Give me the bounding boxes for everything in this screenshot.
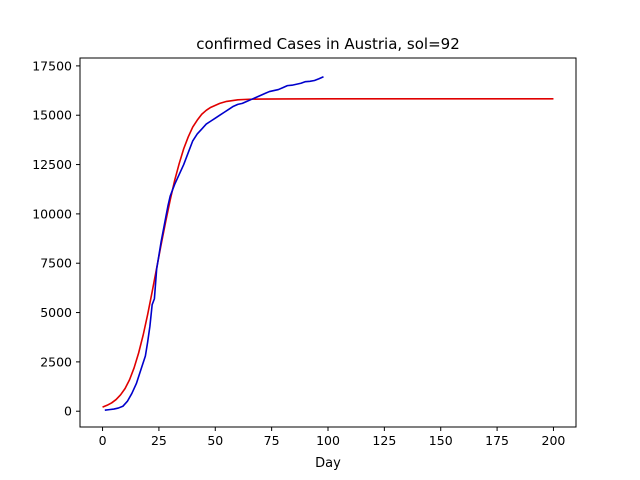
series-line-0 [102,98,554,408]
x-tick-label: 50 [207,433,223,448]
y-axis: 0 2500 5000 7500 10000 12500 15000 17500 [32,58,80,419]
x-axis-label: Day [315,456,341,471]
x-tick-label: 125 [372,433,396,448]
y-tick-label: 2500 [40,354,72,369]
x-tick-label: 25 [151,433,167,448]
y-tick-label: 12500 [32,157,72,172]
x-tick-label: 175 [485,433,509,448]
series-line-1 [104,76,324,412]
y-tick-label: 0 [64,404,72,419]
y-tick-label: 17500 [32,58,72,73]
y-tick-label: 10000 [32,206,72,221]
x-tick-label: 75 [264,433,280,448]
y-tick-label: 15000 [32,108,72,123]
x-tick-label: 200 [542,433,566,448]
x-tick-label: 0 [99,433,107,448]
x-tick-label: 100 [316,433,340,448]
plot-area [102,76,554,412]
x-axis: 0 25 50 75 100 125 150 175 200 [99,427,566,448]
x-tick-label: 150 [429,433,453,448]
y-tick-label: 5000 [40,305,72,320]
chart-title: confirmed Cases in Austria, sol=92 [196,35,460,53]
y-tick-label: 7500 [40,256,72,271]
